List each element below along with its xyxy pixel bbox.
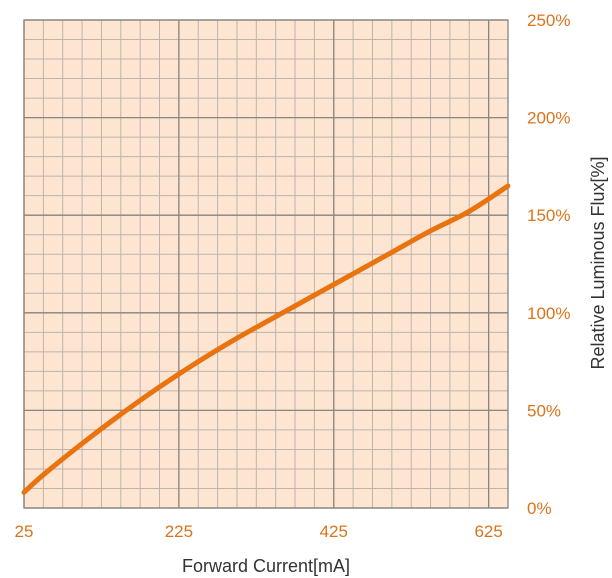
y-tick-label: 150% — [527, 206, 570, 225]
y-axis-label: Relative Luminous Flux[%] — [588, 156, 608, 369]
plot-border — [23, 19, 509, 509]
y-tick-label: 0% — [527, 499, 552, 518]
x-tick-labels: 25 225 425 625 — [15, 522, 503, 541]
x-tick-label: 225 — [165, 522, 193, 541]
x-axis-label: Forward Current[mA] — [182, 556, 350, 576]
y-tick-label: 100% — [527, 304, 570, 323]
y-tick-label: 250% — [527, 11, 570, 30]
y-tick-labels: 0% 50% 100% 150% 200% 250% — [527, 11, 570, 518]
y-tick-label: 200% — [527, 109, 570, 128]
y-tick-label: 50% — [527, 401, 561, 420]
major-grid — [23, 19, 509, 509]
x-tick-label: 25 — [15, 522, 34, 541]
x-tick-label: 425 — [320, 522, 348, 541]
x-tick-label: 625 — [474, 522, 502, 541]
series-line — [21, 183, 511, 495]
